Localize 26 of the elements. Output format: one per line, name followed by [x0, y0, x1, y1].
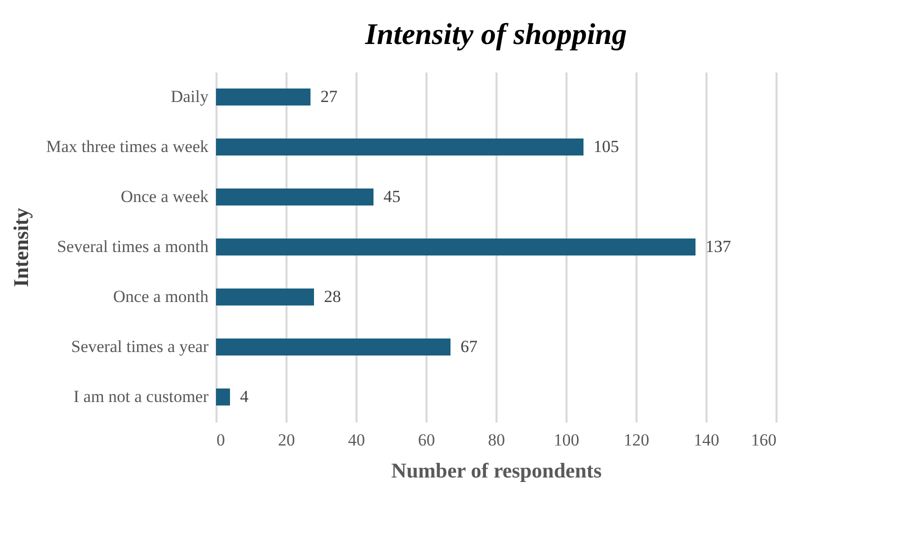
- y-tick-label: Several times a year: [71, 337, 209, 356]
- chart-title: Intensity of shopping: [364, 18, 627, 51]
- x-tick-label: 0: [216, 430, 225, 450]
- x-tick-label: 80: [488, 430, 505, 450]
- x-tick-label: 60: [418, 430, 435, 450]
- data-label: 28: [324, 287, 341, 306]
- data-label: 27: [320, 87, 338, 106]
- y-tick-label: Daily: [170, 87, 209, 106]
- x-tick-label: 120: [624, 430, 650, 450]
- x-tick-label: 40: [348, 430, 365, 450]
- x-tick-label: 20: [278, 430, 295, 450]
- x-tick-label: 100: [554, 430, 580, 450]
- data-label: 67: [460, 337, 478, 356]
- y-tick-label: Max three times a week: [46, 137, 209, 156]
- y-tick-label: Once a week: [120, 187, 209, 206]
- y-axis-title: Intensity: [9, 207, 34, 288]
- x-tick-label: 160: [751, 430, 776, 450]
- data-label: 4: [240, 387, 249, 406]
- data-label: 105: [594, 137, 619, 156]
- y-tick-label: Once a month: [113, 287, 209, 306]
- x-axis-title: Number of respondents: [391, 458, 602, 482]
- data-label: 45: [384, 187, 400, 206]
- y-tick-label: Several times a month: [56, 237, 209, 256]
- data-label: 137: [706, 237, 732, 256]
- x-tick-label: 140: [694, 430, 720, 450]
- y-tick-label: I am not a customer: [73, 387, 209, 406]
